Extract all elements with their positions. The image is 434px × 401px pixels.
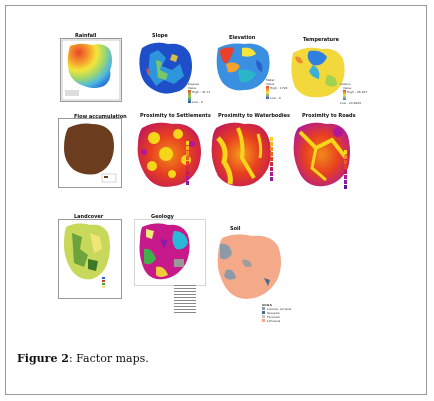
map-title: Elevation <box>229 35 256 41</box>
soil-legend-swatches <box>262 307 265 322</box>
proximity-roads-map-image <box>293 122 350 187</box>
waterbodies-legend <box>270 137 273 181</box>
proximity-waterbodies-map-image <box>211 122 271 187</box>
soil-map-image <box>217 234 281 299</box>
map-title: Proximity to Settlements <box>140 113 211 119</box>
figure-caption-label: Figure 2 <box>17 352 69 365</box>
roads-legend <box>344 150 347 189</box>
rainfall-map-image <box>60 38 122 102</box>
temperature-legend-ramp <box>343 90 346 100</box>
map-title: Soil <box>230 226 241 232</box>
map-title: Geology <box>151 214 174 220</box>
elevation-map-image <box>216 43 270 91</box>
map-title: Flow accumulation <box>74 114 127 120</box>
slope-map-image <box>139 42 192 94</box>
slope-legend-ramp <box>188 90 191 103</box>
geology-map-image <box>134 219 206 313</box>
figure-caption: Figure 2: Factor maps. <box>17 352 149 365</box>
flow-accumulation-map-image <box>58 118 122 188</box>
map-title: Landcover <box>74 214 104 220</box>
temperature-map-image <box>291 47 345 98</box>
map-title: Proximity to Roads <box>302 113 356 119</box>
proximity-settlements-map-image <box>137 122 201 187</box>
landcover-map-image <box>58 219 122 299</box>
map-title: Proximity to Waterbodies <box>218 113 291 119</box>
map-title: Slope <box>152 33 168 39</box>
elevation-legend-ramp <box>266 86 269 99</box>
map-title: Temperature <box>303 37 339 43</box>
map-title: Rainfall <box>75 33 97 39</box>
figure-caption-text: : Factor maps. <box>68 352 149 365</box>
settlements-legend <box>186 141 189 185</box>
